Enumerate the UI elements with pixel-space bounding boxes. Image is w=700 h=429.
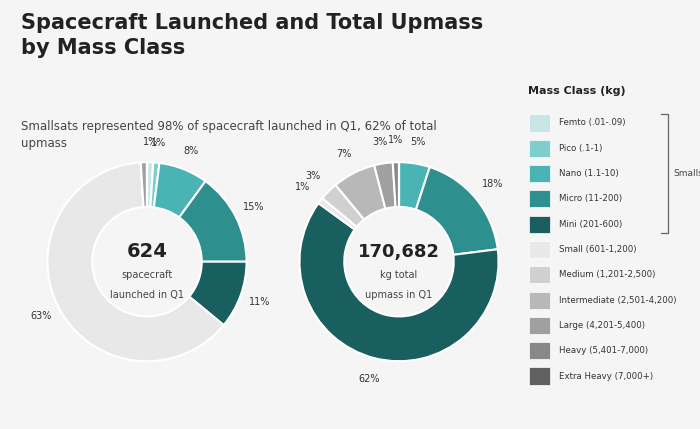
Text: launched in Q1: launched in Q1 [110, 290, 184, 299]
Text: Femto (.01-.09): Femto (.01-.09) [559, 118, 625, 127]
Text: Small (601-1,200): Small (601-1,200) [559, 245, 636, 254]
Text: Extra Heavy (7,000+): Extra Heavy (7,000+) [559, 372, 653, 381]
Text: 8%: 8% [183, 145, 199, 156]
Text: Intermediate (2,501-4,200): Intermediate (2,501-4,200) [559, 296, 676, 305]
Text: Spacecraft Launched and Total Upmass
by Mass Class: Spacecraft Launched and Total Upmass by … [21, 13, 483, 57]
Wedge shape [374, 162, 395, 208]
Wedge shape [300, 203, 498, 361]
Wedge shape [335, 165, 386, 220]
Text: Medium (1,201-2,500): Medium (1,201-2,500) [559, 270, 655, 279]
Text: 170,682: 170,682 [358, 243, 440, 261]
FancyBboxPatch shape [528, 368, 550, 385]
Text: spacecraft: spacecraft [121, 270, 173, 280]
FancyBboxPatch shape [528, 241, 550, 258]
Wedge shape [416, 167, 498, 255]
Text: Large (4,201-5,400): Large (4,201-5,400) [559, 321, 645, 330]
Wedge shape [179, 181, 246, 262]
Text: Heavy (5,401-7,000): Heavy (5,401-7,000) [559, 346, 648, 355]
Text: Mass Class (kg): Mass Class (kg) [528, 86, 626, 96]
Wedge shape [399, 162, 430, 210]
Text: Mini (201-600): Mini (201-600) [559, 220, 622, 229]
Wedge shape [147, 162, 153, 207]
Wedge shape [150, 162, 160, 207]
Text: 1%: 1% [143, 137, 158, 147]
Text: Nano (1.1-10): Nano (1.1-10) [559, 169, 618, 178]
FancyBboxPatch shape [528, 215, 550, 233]
FancyBboxPatch shape [528, 139, 550, 157]
Text: 624: 624 [127, 242, 167, 261]
Wedge shape [189, 262, 246, 325]
Text: 5%: 5% [410, 137, 426, 147]
Text: Micro (11-200): Micro (11-200) [559, 194, 622, 203]
Wedge shape [141, 162, 144, 207]
Text: kg total: kg total [380, 270, 418, 280]
FancyBboxPatch shape [528, 190, 550, 208]
FancyBboxPatch shape [528, 266, 550, 284]
Wedge shape [322, 185, 364, 227]
Wedge shape [141, 162, 147, 207]
FancyBboxPatch shape [528, 292, 550, 309]
Text: 63%: 63% [30, 311, 51, 321]
Text: 11%: 11% [248, 297, 270, 307]
Text: 3%: 3% [372, 137, 388, 147]
Wedge shape [154, 163, 206, 218]
Wedge shape [393, 162, 399, 207]
Text: Smallsats: Smallsats [673, 169, 700, 178]
Text: Smallsats represented 98% of spacecraft launched in Q1, 62% of total
upmass: Smallsats represented 98% of spacecraft … [21, 120, 437, 150]
FancyBboxPatch shape [528, 342, 550, 360]
Text: 15%: 15% [243, 202, 264, 212]
Text: Pico (.1-1): Pico (.1-1) [559, 144, 602, 153]
Text: 3%: 3% [305, 171, 321, 181]
Text: upmass in Q1: upmass in Q1 [365, 290, 433, 299]
Text: 62%: 62% [358, 374, 379, 384]
Wedge shape [141, 162, 144, 207]
FancyBboxPatch shape [528, 114, 550, 132]
FancyBboxPatch shape [528, 317, 550, 334]
Text: 1%: 1% [295, 182, 311, 192]
Text: 18%: 18% [482, 179, 503, 189]
Wedge shape [48, 162, 224, 361]
Text: 1%: 1% [150, 138, 166, 148]
Text: 7%: 7% [336, 148, 351, 158]
FancyBboxPatch shape [528, 165, 550, 182]
Text: 1%: 1% [388, 135, 402, 145]
Wedge shape [318, 198, 357, 230]
